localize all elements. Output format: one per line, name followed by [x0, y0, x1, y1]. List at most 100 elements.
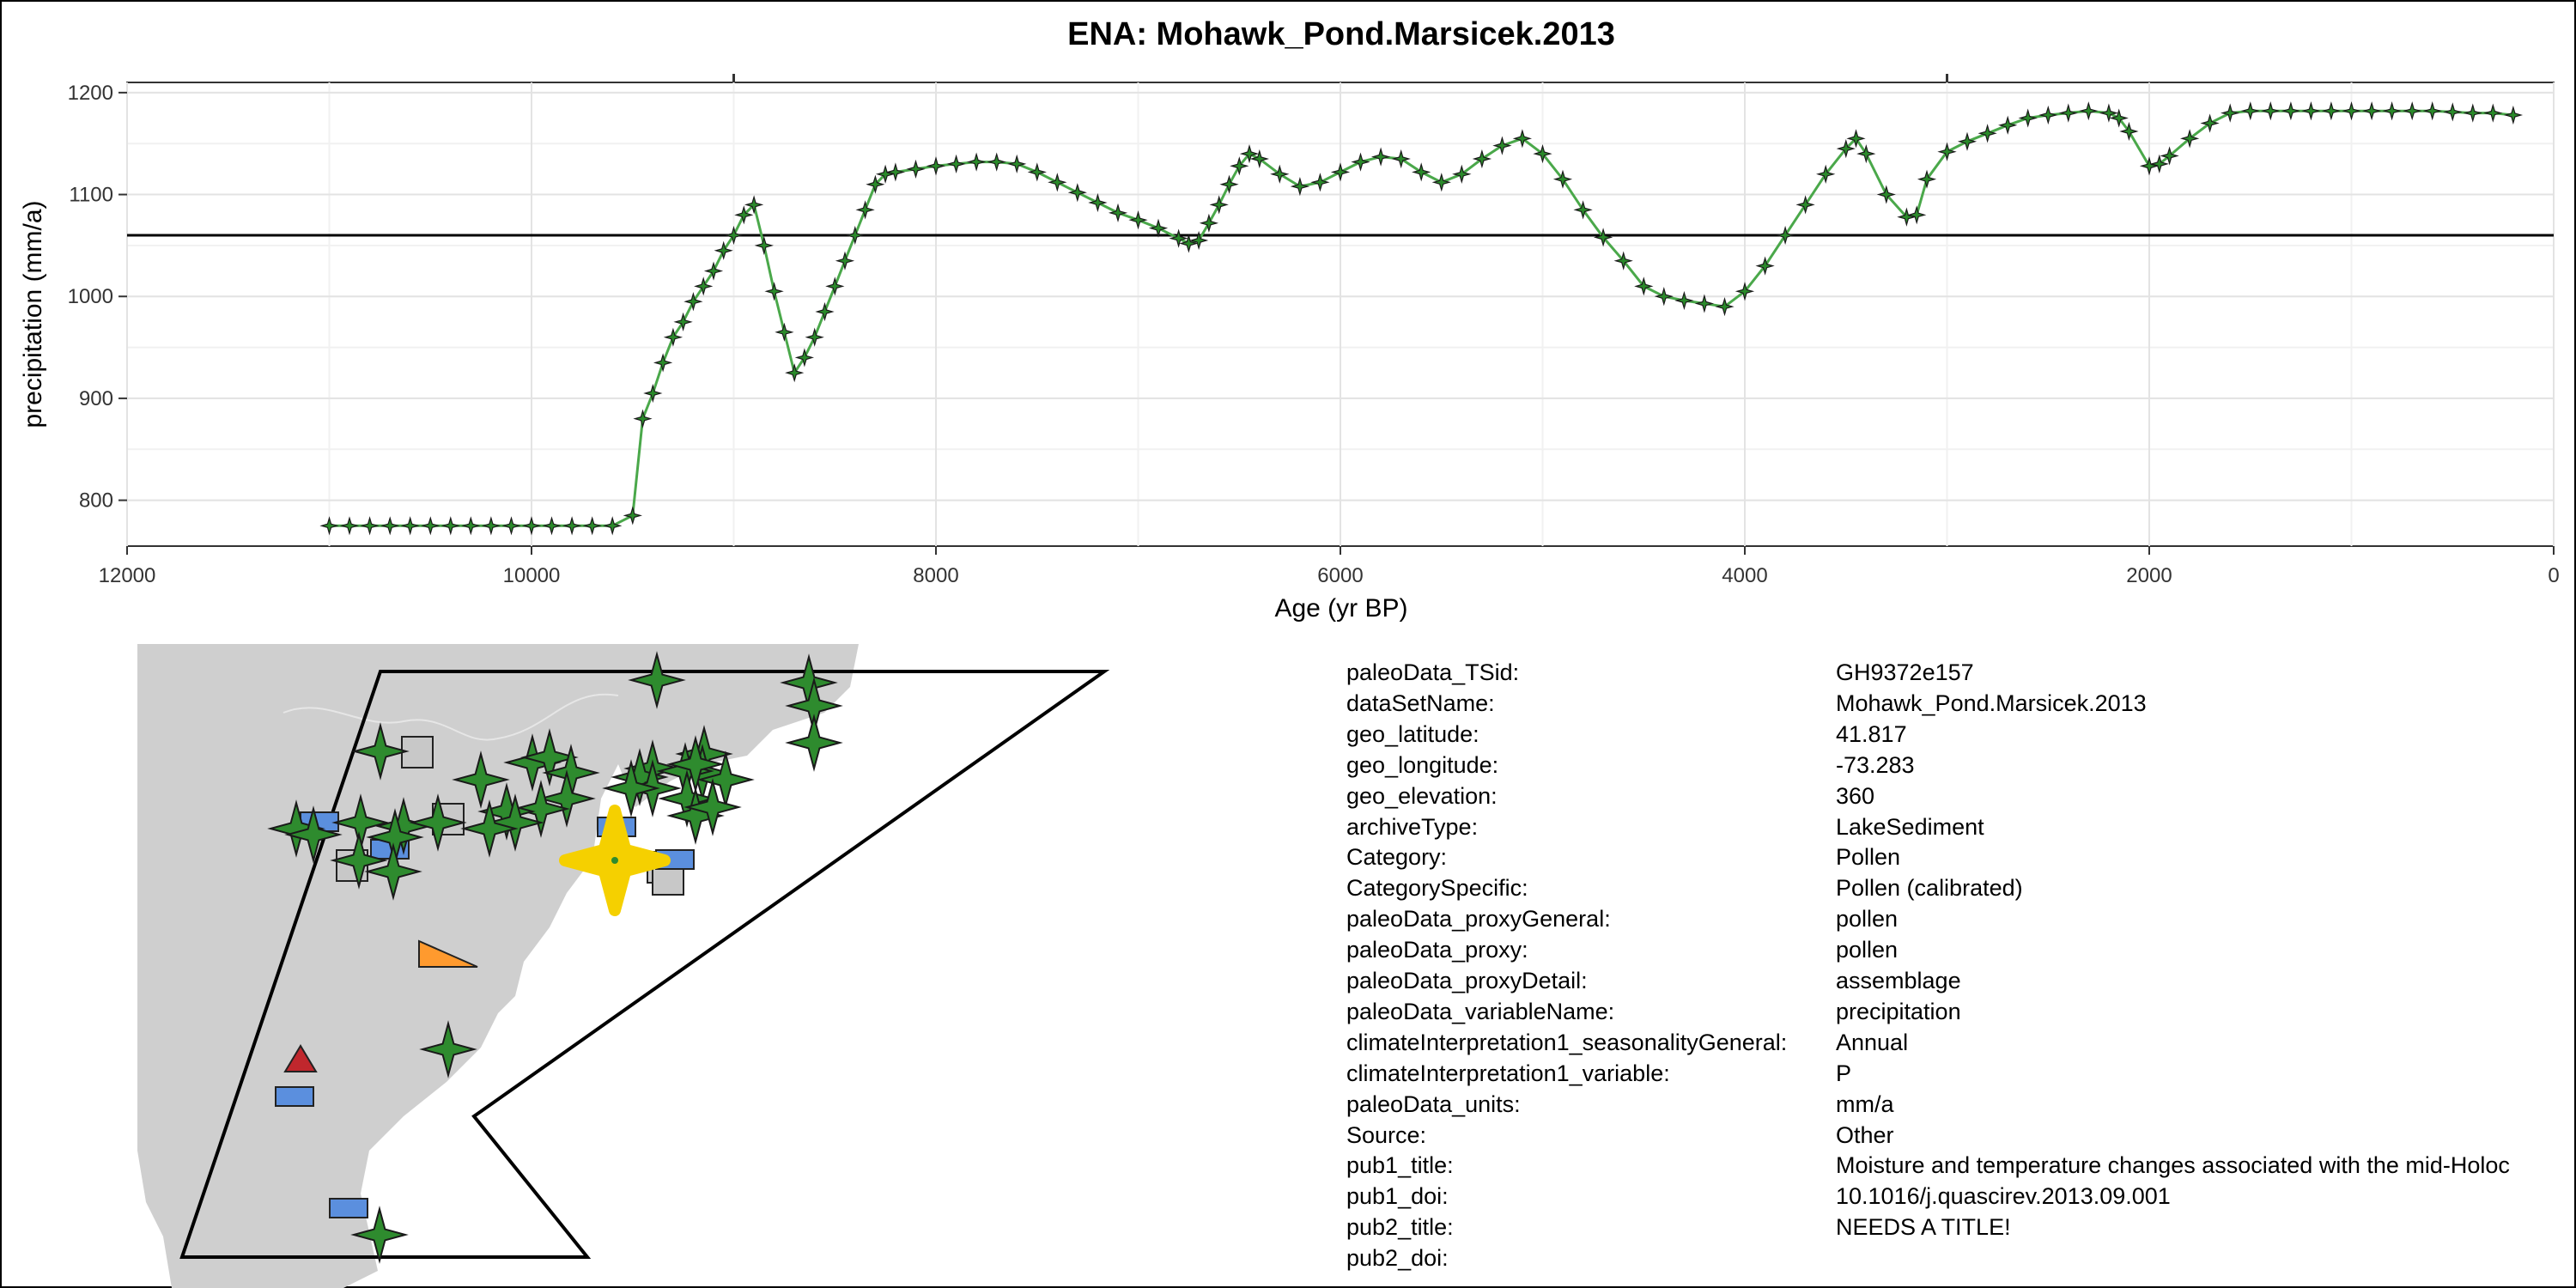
metadata-value: -73.283 [1836, 751, 1915, 778]
data-point [2443, 102, 2463, 122]
y-tick-label: 1200 [68, 82, 113, 105]
data-point [1937, 142, 1957, 161]
site-marker-star [538, 769, 596, 828]
data-point [1978, 124, 1997, 143]
coastline-detail [283, 693, 619, 741]
series-line [329, 109, 2514, 527]
data-point [1856, 143, 1876, 164]
data-point [1391, 149, 1411, 169]
data-point [400, 516, 420, 536]
data-point [1199, 213, 1219, 233]
metadata-value: GH9372e157 [1836, 659, 1974, 685]
data-point [653, 353, 673, 373]
data-point [703, 261, 724, 281]
data-point [1472, 149, 1492, 169]
data-point [1007, 154, 1027, 174]
data-point [1876, 185, 1896, 204]
data-point [2503, 105, 2524, 125]
data-point [2261, 101, 2281, 121]
site-marker-star [350, 1206, 409, 1264]
metadata-value: 360 [1836, 782, 1875, 809]
data-point [663, 327, 683, 347]
metadata-key: paleoData_units: [1346, 1091, 1521, 1117]
data-point [501, 516, 521, 536]
data-point [2038, 105, 2058, 125]
data-point [866, 174, 885, 194]
metadata-key: pub2_doi: [1346, 1245, 1449, 1272]
metadata-key: paleoData_TSid: [1346, 659, 1520, 685]
data-point [1188, 230, 1209, 251]
data-point [1148, 218, 1169, 238]
x-tick-label: 10000 [503, 564, 561, 587]
data-point [2240, 101, 2260, 121]
data-point [2342, 101, 2361, 121]
data-point [2149, 154, 2169, 174]
data-point [2422, 101, 2442, 121]
y-tick-label: 1000 [68, 285, 113, 308]
metadata-key: paleoData_proxyGeneral: [1346, 906, 1611, 933]
site-marker-star [364, 842, 422, 901]
data-point [2361, 101, 2382, 121]
metadata-key: CategorySpecific: [1346, 875, 1528, 902]
data-point [1179, 234, 1199, 253]
data-point [1674, 290, 1694, 311]
data-point [582, 516, 602, 536]
data-point [805, 327, 824, 347]
metadata-key: climateInterpretation1_variable: [1346, 1060, 1670, 1086]
data-markers [319, 101, 2524, 536]
x-tick-label: 0 [2548, 564, 2559, 587]
metadata-key: paleoData_proxyDetail: [1346, 968, 1588, 993]
x-tick-label: 2000 [2126, 564, 2172, 587]
grid-lines [126, 82, 2555, 546]
region-boundary [179, 670, 1110, 1259]
site-marker-star [351, 722, 410, 781]
metadata-value: Other [1836, 1121, 1894, 1148]
data-point [1552, 169, 1573, 189]
metadata-value: P [1836, 1060, 1852, 1086]
data-point [1634, 276, 1654, 296]
data-point [1351, 152, 1370, 172]
highlighted-site-center [611, 857, 618, 864]
data-point [2079, 101, 2099, 121]
x-tick-label: 8000 [913, 564, 958, 587]
data-point [2099, 103, 2119, 123]
data-point [1613, 251, 1633, 270]
data-point [2109, 108, 2129, 128]
data-point [1209, 195, 1229, 215]
metadata-value: precipitation [1836, 998, 1961, 1024]
chart-title: ENA: Mohawk_Pond.Marsicek.2013 [1067, 16, 1615, 52]
data-point [481, 516, 501, 536]
data-point [2403, 101, 2422, 121]
site-marker-star [785, 714, 843, 772]
data-point [461, 516, 481, 536]
data-point [1048, 173, 1067, 192]
data-point [2160, 146, 2179, 166]
metadata-value: Annual [1836, 1029, 1909, 1055]
data-point [1907, 205, 1927, 225]
data-point [643, 383, 663, 404]
metadata-value: mm/a [1836, 1091, 1894, 1117]
data-point [1239, 143, 1260, 164]
data-point [2200, 113, 2220, 133]
data-point [2382, 101, 2402, 121]
data-point [1431, 173, 1451, 192]
data-point [1846, 129, 1866, 149]
data-point [724, 225, 744, 246]
site-marker-star [602, 759, 660, 817]
data-point [1027, 162, 1047, 182]
data-point [754, 235, 774, 256]
site-marker-star [683, 778, 742, 836]
data-point [906, 159, 926, 179]
data-point [1593, 228, 1613, 247]
metadata-key: pub1_doi: [1346, 1183, 1449, 1210]
metadata-value: Pollen (calibrated) [1836, 875, 2023, 902]
data-point [1533, 143, 1552, 164]
land-mass [137, 644, 618, 1288]
metadata-key: Source: [1346, 1121, 1427, 1148]
data-point [319, 516, 339, 536]
data-point [339, 516, 360, 536]
metadata-key: pub2_title: [1346, 1214, 1454, 1241]
metadata-key: pub1_title: [1346, 1152, 1454, 1179]
site-markers [267, 651, 843, 1264]
data-point [1249, 149, 1269, 169]
